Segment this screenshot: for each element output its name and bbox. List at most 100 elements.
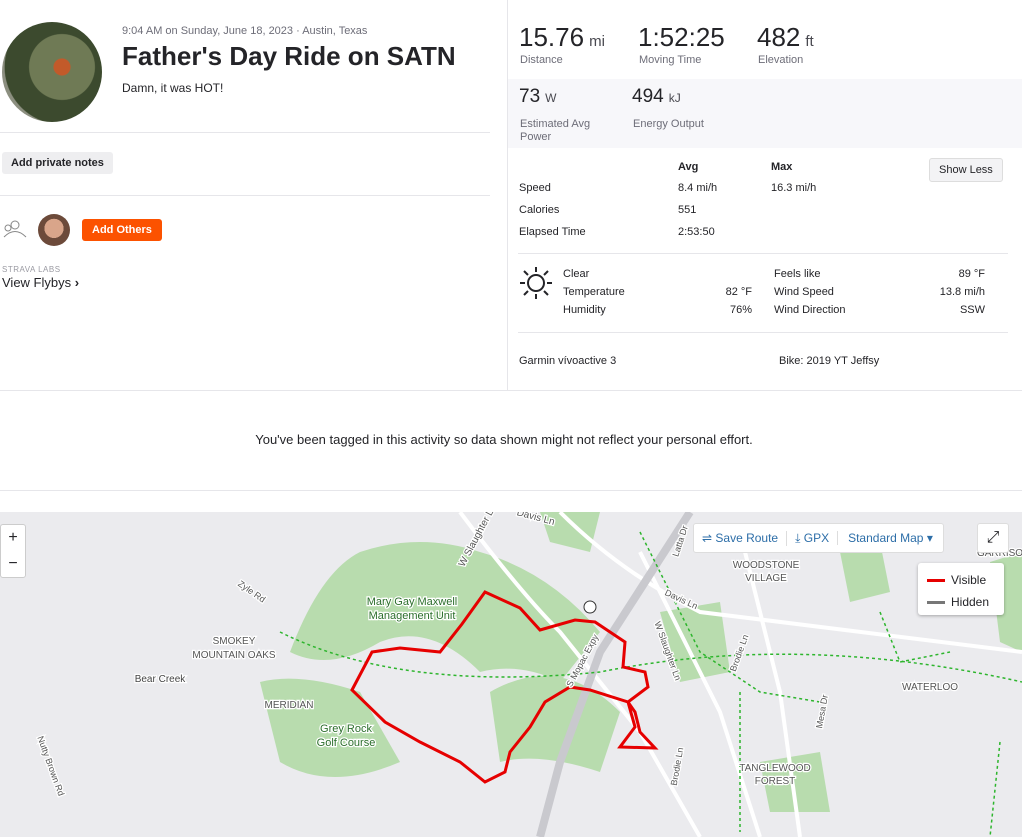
- detail-avg: 551: [678, 204, 697, 216]
- stat-label: Energy Output: [633, 118, 704, 130]
- gpx-text[interactable]: GPX: [803, 530, 830, 545]
- stat-value: 1:52:25: [638, 22, 725, 53]
- detail-label: Calories: [519, 204, 560, 216]
- map-legend: Visible Hidden: [918, 563, 1004, 615]
- weather-label: Humidity: [563, 304, 606, 316]
- divider: [0, 390, 1022, 391]
- weather-label: Wind Speed: [774, 286, 834, 298]
- weather-value: 82 °F: [725, 286, 752, 298]
- legend-visible: Visible: [927, 573, 986, 587]
- map-label: Management Unit: [369, 610, 456, 622]
- roads: [458, 512, 1022, 837]
- stat-value: 482 ft: [757, 22, 814, 53]
- map-label: VILLAGE: [745, 573, 787, 584]
- map-label: MERIDIAN: [265, 700, 314, 711]
- divider: [518, 253, 1008, 254]
- map-label: WOODSTONE: [733, 560, 800, 571]
- zoom-controls: + −: [0, 524, 26, 578]
- route-line: [350, 590, 659, 784]
- stat-number: 482: [757, 22, 801, 52]
- weather-label: Temperature: [563, 286, 625, 298]
- labs-label: STRAVA LABS: [2, 265, 61, 274]
- weather-label: Wind Direction: [774, 304, 846, 316]
- map-label: MOUNTAIN OAKS: [192, 650, 275, 661]
- flybys-link[interactable]: View Flybys ›: [2, 275, 80, 290]
- map-label: Bear Creek: [135, 674, 187, 685]
- gpx-button[interactable]: ⤓ GPX: [786, 530, 837, 546]
- detail-label: Elapsed Time: [519, 226, 586, 238]
- weather-label: Feels like: [774, 268, 821, 280]
- stat-value: 494 kJ: [632, 86, 681, 108]
- map-label: SMOKEY: [213, 636, 256, 647]
- map-label: Mary Gay Maxwell: [367, 596, 457, 608]
- activity-description: Damn, it was HOT!: [122, 81, 224, 95]
- map-style-select[interactable]: Standard Map ▾: [837, 531, 943, 545]
- activity-title: Father's Day Ride on SATN: [122, 41, 456, 71]
- stat-unit: kJ: [668, 91, 681, 105]
- save-route-button[interactable]: ⇌ Save Route: [702, 531, 779, 545]
- highway: [536, 512, 694, 837]
- stat-label: Distance: [520, 54, 563, 66]
- map-label: FOREST: [755, 776, 796, 787]
- weather-value: SSW: [959, 304, 985, 316]
- map-toolbar: ⇌ Save Route ⤓ GPX Standard Map ▾: [693, 523, 944, 553]
- device: Garmin vívoactive 3: [519, 355, 617, 367]
- weather-value: 89 °F: [958, 268, 985, 280]
- detail-label: Speed: [519, 182, 551, 194]
- stat-number: 494: [632, 86, 664, 107]
- map-label: TANGLEWOOD: [739, 763, 810, 774]
- athlete-avatar: [38, 214, 70, 246]
- zoom-out[interactable]: −: [8, 555, 18, 572]
- bike: Bike: 2019 YT Jeffsy: [779, 355, 880, 367]
- fullscreen-button[interactable]: ⤢: [977, 523, 1009, 553]
- stat-number: 15.76: [519, 22, 585, 52]
- zoom-in[interactable]: +: [8, 529, 18, 546]
- secondary-stats-bg: [508, 79, 1022, 148]
- stat-label: Elevation: [758, 54, 804, 66]
- weather-value: 13.8 mi/h: [939, 286, 985, 298]
- stat-unit: mi: [589, 33, 605, 50]
- stat-unit: ft: [805, 33, 814, 50]
- stat-label: Estimated Avg Power: [520, 118, 591, 143]
- map-style-text[interactable]: Standard Map: [848, 531, 924, 545]
- tag-notice: You've been tagged in this activity so d…: [255, 432, 753, 447]
- save-route-text[interactable]: Save Route: [715, 531, 779, 545]
- stat-number: 73: [519, 86, 541, 107]
- finish-marker: [583, 600, 597, 614]
- stat-value: 15.76 mi: [519, 22, 605, 53]
- add-others-button[interactable]: Add Others: [82, 219, 162, 241]
- stat-label: Moving Time: [639, 54, 702, 66]
- avatar: [2, 22, 102, 122]
- weather-icon: [520, 267, 552, 299]
- trails: [279, 531, 1022, 837]
- legend-hidden-text: Hidden: [951, 595, 990, 609]
- avg-header: Avg: [678, 161, 699, 173]
- map-label: WATERLOO: [902, 682, 958, 693]
- stats-panel: [507, 0, 1023, 390]
- divider: [518, 332, 1008, 333]
- map-label: Golf Course: [317, 737, 376, 749]
- detail-max: 16.3 mi/h: [771, 182, 817, 194]
- stat-value: 73 W: [519, 86, 556, 108]
- weather-condition: Clear: [563, 268, 590, 280]
- stat-unit: W: [545, 91, 557, 105]
- show-less-button[interactable]: Show Less: [929, 158, 1003, 182]
- private-notes-button[interactable]: Add private notes: [2, 152, 113, 174]
- map-label: Grey Rock: [320, 723, 372, 735]
- divider: [0, 490, 1022, 491]
- divider: [0, 132, 490, 133]
- weather-value: 76%: [729, 304, 752, 316]
- flybys-text[interactable]: View Flybys: [2, 275, 72, 290]
- legend-visible-text: Visible: [951, 573, 987, 587]
- legend-hidden: Hidden: [927, 595, 989, 609]
- divider: [0, 195, 490, 196]
- stat-number: 1:52:25: [638, 22, 725, 52]
- detail-avg: 8.4 mi/h: [678, 182, 718, 194]
- activity-datetime: 9:04 AM on Sunday, June 18, 2023 · Austi…: [122, 25, 368, 37]
- detail-avg: 2:53:50: [678, 226, 715, 238]
- group-icon: [3, 220, 27, 238]
- max-header: Max: [771, 161, 793, 173]
